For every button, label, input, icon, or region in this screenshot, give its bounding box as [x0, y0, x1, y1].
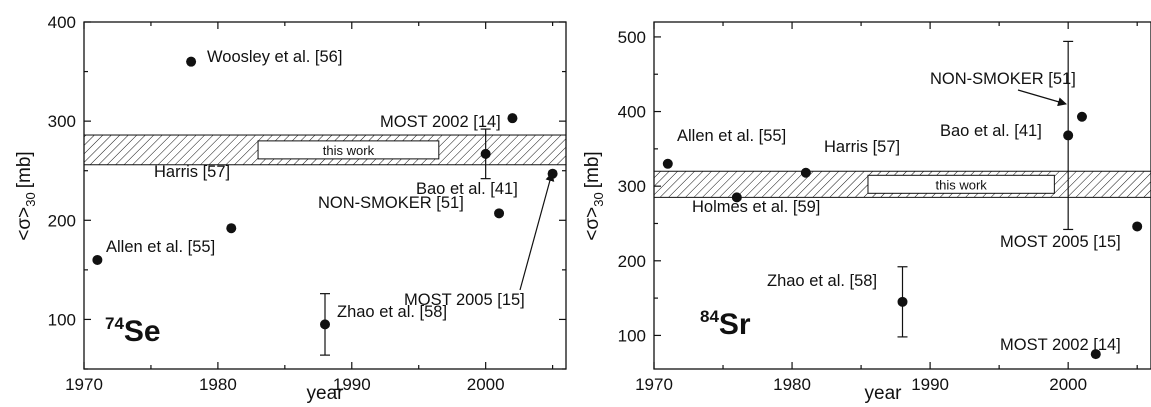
x-tick-label: 1990 [911, 375, 949, 394]
label-zhao: Zhao et al. [58] [767, 272, 877, 290]
band-label-box [257, 140, 440, 160]
y-tick-label: 200 [618, 252, 646, 271]
data-point [1063, 130, 1074, 141]
data-point [731, 192, 742, 203]
x-tick-label: 2000 [1049, 375, 1087, 394]
data-point [1132, 221, 1143, 232]
y-tick-label: 200 [48, 211, 76, 230]
label-allen: Allen et al. [55] [677, 127, 786, 145]
data-point [186, 56, 197, 67]
data-point [1090, 349, 1101, 360]
data-point [480, 148, 491, 159]
data-point [800, 167, 811, 178]
y-axis-title-unit: [mb] [582, 151, 603, 188]
data-point [494, 208, 505, 219]
y-tick-label: 100 [48, 310, 76, 329]
y-axis-title-main: <σ> [14, 207, 35, 241]
isotope-symbol: Se [124, 315, 161, 348]
label-bao: Bao et al. [41] [416, 180, 518, 198]
label-most-2002: MOST 2002 [14] [380, 113, 501, 131]
y-tick-label: 300 [618, 177, 646, 196]
label-most-2002: MOST 2002 [14] [1000, 336, 1121, 354]
y-axis-title-main: <σ> [582, 207, 603, 241]
isotope-symbol: Sr [719, 308, 751, 341]
x-axis-title: year [307, 383, 345, 404]
x-tick-label: 2000 [467, 375, 505, 394]
data-point [92, 254, 103, 265]
isotope-label: 84Sr [700, 307, 751, 341]
y-tick-label: 300 [48, 112, 76, 131]
data-point [507, 113, 518, 124]
label-most-2005: MOST 2005 [15] [1000, 233, 1121, 251]
data-point [662, 158, 673, 169]
y-axis-title-sub: 30 [23, 192, 38, 206]
y-axis-title: <σ>30 [mb] [14, 151, 38, 240]
label-most-2005: MOST 2005 [15] [404, 291, 525, 309]
isotope-label: 74Se [105, 314, 161, 348]
x-axis-title: year [865, 383, 903, 404]
x-tick-label: 1990 [333, 375, 371, 394]
y-axis-title-sub: 30 [591, 192, 606, 206]
label-harris: Harris [57] [824, 138, 900, 156]
chart-74se: this work 1970 1980 1990 2000 100200300400 … [14, 13, 567, 404]
band-label-box [867, 174, 1055, 194]
isotope-mass: 74 [105, 314, 124, 333]
label-holmes: Holmes et al. [59] [692, 198, 820, 216]
band-label: this work [936, 177, 988, 192]
label-non-smoker: NON-SMOKER [51] [930, 70, 1076, 88]
data-point [547, 168, 558, 179]
arrow-non-smoker [1017, 89, 1067, 107]
data-point [897, 296, 908, 307]
isotope-mass: 84 [700, 307, 719, 326]
x-tick-label: 1970 [65, 375, 103, 394]
x-tick-label: 1980 [773, 375, 811, 394]
plot-area-frame [653, 21, 1151, 370]
label-harris: Harris [57] [154, 163, 230, 181]
x-tick-label: 1980 [199, 375, 237, 394]
x-tick-label: 1970 [635, 375, 673, 394]
label-bao: Bao et al. [41] [940, 122, 1042, 140]
data-point [320, 319, 330, 330]
label-zhao: Zhao et al. [58] [337, 303, 447, 321]
plot-area-frame [83, 21, 567, 370]
y-tick-label: 400 [48, 13, 76, 32]
y-tick-label: 500 [618, 28, 646, 47]
label-woosley: Woosley et al. [56] [207, 48, 342, 66]
y-tick-label: 400 [618, 103, 646, 122]
data-point [226, 223, 237, 234]
y-axis-title: <σ>30 [mb] [582, 151, 606, 240]
band-label: this work [323, 143, 375, 158]
label-allen: Allen et al. [55] [106, 238, 215, 256]
y-axis-title-unit: [mb] [14, 151, 35, 188]
arrow-most-2005 [519, 172, 555, 291]
y-tick-label: 100 [618, 326, 646, 345]
data-point [1076, 111, 1087, 122]
chart-84sr: this work 1970 1980 1990 2000 100 200 300 400 5… [582, 21, 1151, 404]
label-non-smoker: NON-SMOKER [51] [318, 194, 464, 212]
